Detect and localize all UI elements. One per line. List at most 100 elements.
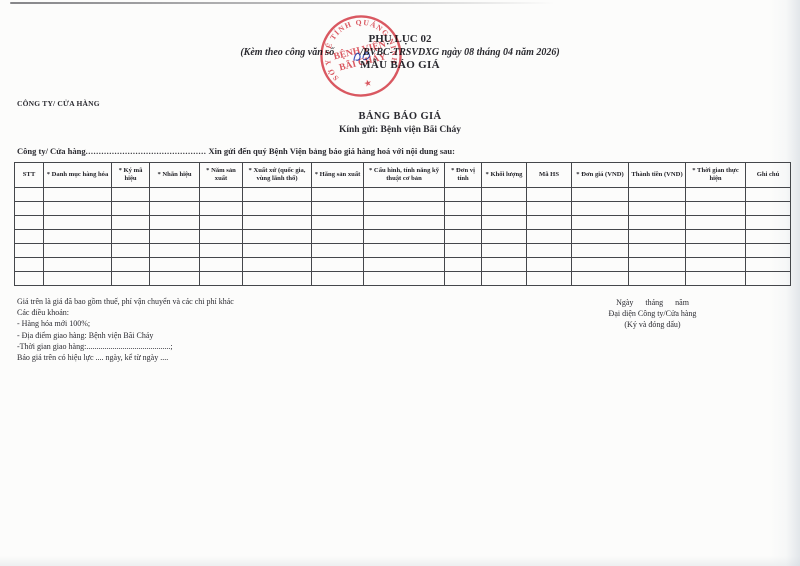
table-cell (444, 257, 482, 272)
table-cell (311, 187, 364, 202)
terms-block: Giá trên là giá đã bao gồm thuế, phí vận… (17, 296, 234, 363)
table-cell (571, 271, 629, 286)
table-cell (745, 271, 791, 286)
table-cell (628, 271, 686, 286)
quote-table: STT * Danh mục hàng hóa * Ký mã hiệu * Nhãn… (14, 162, 791, 286)
appendix-title: PHỤ LỤC 02 (368, 33, 432, 45)
table-cell (363, 243, 445, 258)
table-cell (242, 243, 312, 258)
table-cell (526, 243, 572, 258)
column-header: * Khối lượng (481, 162, 527, 188)
table-cell (242, 271, 312, 286)
column-header: * Đơn vị tính (444, 162, 482, 188)
table-cell (14, 271, 44, 286)
table-cell (628, 229, 686, 244)
table-cell (149, 243, 200, 258)
table-cell (111, 215, 150, 230)
table-cell (311, 257, 364, 272)
table-cell (149, 257, 200, 272)
table-cell (571, 229, 629, 244)
table-cell (43, 243, 112, 258)
table-cell (149, 229, 200, 244)
table-cell (149, 271, 200, 286)
table-cell (43, 229, 112, 244)
table-cell (481, 215, 527, 230)
table-cell (685, 271, 746, 286)
intro-blank-dots: ........................................… (85, 146, 207, 156)
table-cell (311, 201, 364, 216)
column-header: * Nhãn hiệu (149, 162, 200, 188)
table-cell (199, 201, 243, 216)
intro-label: Công ty/ Cửa hàng (17, 146, 86, 156)
table-cell (199, 187, 243, 202)
table-cell (628, 215, 686, 230)
table-cell (685, 215, 746, 230)
reference-suffix: /BVBC-TRSVDXG ngày 08 tháng 04 năm 2026) (360, 47, 560, 58)
table-cell (745, 257, 791, 272)
table-cell (571, 201, 629, 216)
column-header: * Cấu hình, tính năng kỹ thuật cơ bản (363, 162, 445, 188)
table-cell (571, 215, 629, 230)
table-cell (526, 271, 572, 286)
signature-representative: Đại diện Công ty/Cửa hàng (608, 309, 697, 318)
table-cell (628, 201, 686, 216)
table-cell (363, 187, 445, 202)
table-cell (43, 215, 112, 230)
table-cell (242, 201, 312, 216)
handwritten-ink-mark (353, 52, 371, 61)
table-cell (444, 243, 482, 258)
signature-date-line: Ngày tháng năm (616, 298, 689, 307)
terms-line: - Địa điểm giao hàng: Bệnh viện Bãi Cháy (17, 330, 154, 340)
table-cell (111, 229, 150, 244)
table-cell (444, 215, 482, 230)
table-cell (14, 201, 44, 216)
table-cell (481, 243, 527, 258)
intro-line: Công ty/ Cửa hàng.......................… (17, 146, 455, 156)
table-row (14, 215, 791, 230)
table-row (14, 243, 791, 258)
table-cell (363, 215, 445, 230)
column-header: * Đơn giá (VND) (571, 162, 629, 188)
column-header: STT (14, 162, 44, 188)
table-cell (242, 257, 312, 272)
table-cell (199, 229, 243, 244)
table-cell (685, 201, 746, 216)
reference-prefix: (Kèm theo công văn số (240, 47, 335, 58)
table-cell (363, 271, 445, 286)
table-row (14, 187, 791, 202)
reference-line: (Kèm theo công văn số /BVBC-TRSVDXG ngày… (0, 46, 800, 59)
table-cell (745, 243, 791, 258)
scan-edge-artifact (10, 2, 555, 4)
table-cell (526, 215, 572, 230)
table-cell (14, 257, 44, 272)
column-header: Ghi chú (745, 162, 791, 188)
table-cell (199, 257, 243, 272)
table-cell (14, 243, 44, 258)
table-cell (481, 229, 527, 244)
table-cell (745, 187, 791, 202)
table-cell (311, 243, 364, 258)
table-cell (685, 243, 746, 258)
table-cell (745, 201, 791, 216)
table-cell (43, 201, 112, 216)
document-title: BẢNG BÁO GIÁ (358, 111, 442, 122)
column-header: * Hãng sản xuất (311, 162, 364, 188)
table-cell (149, 187, 200, 202)
table-cell (526, 229, 572, 244)
table-cell (43, 257, 112, 272)
stamp-ring (320, 15, 402, 97)
table-cell (526, 187, 572, 202)
table-cell (571, 257, 629, 272)
table-cell (745, 229, 791, 244)
table-cell (444, 187, 482, 202)
table-row (14, 201, 791, 216)
table-cell (242, 215, 312, 230)
table-cell (481, 271, 527, 286)
table-cell (685, 257, 746, 272)
table-cell (111, 257, 150, 272)
intro-text: Xin gửi đến quý Bệnh Viện bảng báo giá h… (206, 146, 455, 156)
table-cell (628, 187, 686, 202)
table-cell (199, 271, 243, 286)
table-cell (571, 187, 629, 202)
